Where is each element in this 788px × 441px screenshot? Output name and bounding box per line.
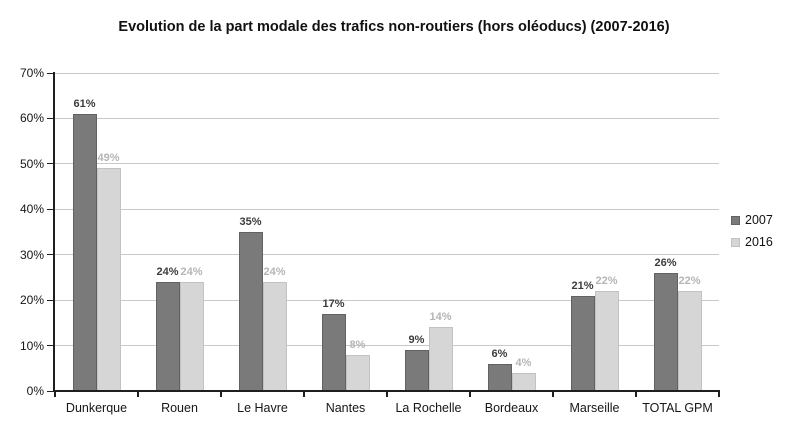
- x-axis-tick: [54, 392, 56, 397]
- y-axis-tick: [47, 72, 53, 74]
- chart-title: Evolution de la part modale des trafics …: [118, 19, 670, 35]
- bar-2016-la-rochelle: [428, 327, 453, 391]
- y-axis-label: 70%: [19, 66, 44, 80]
- y-axis-label: 0%: [26, 384, 44, 398]
- x-axis-label-total-gpm: TOTAL GPM: [642, 401, 713, 415]
- x-axis-label-marseille: Marseille: [569, 401, 620, 415]
- bar-value-label: 8%: [349, 338, 366, 351]
- x-axis-label-bordeaux: Bordeaux: [484, 401, 539, 415]
- legend-swatch-icon: [731, 216, 740, 225]
- bar-2007-le-havre: [238, 232, 263, 391]
- bar-2016-nantes: [345, 354, 370, 391]
- bar-2016-rouen: [179, 281, 204, 391]
- legend-item-2016: 2016: [731, 235, 773, 250]
- x-axis-tick: [635, 392, 637, 397]
- y-axis-label: 50%: [19, 156, 44, 171]
- x-axis-label-dunkerque: Dunkerque: [65, 401, 128, 415]
- gridline: [55, 72, 719, 74]
- gridline: [55, 117, 719, 119]
- bar-2007-rouen: [155, 281, 180, 391]
- bar-value-label: 35%: [239, 216, 262, 228]
- bar-value-label: 9%: [408, 334, 425, 347]
- bar-value-label: 24%: [156, 265, 179, 278]
- x-axis-tick: [220, 392, 222, 397]
- x-axis-label-rouen: Rouen: [161, 401, 198, 415]
- bar-2016-dunkerque: [96, 168, 121, 391]
- bar-value-label: 14%: [429, 311, 452, 324]
- y-axis-tick: [47, 345, 53, 347]
- x-axis-tick: [303, 392, 305, 397]
- legend-label: 2016: [745, 235, 773, 249]
- y-axis-tick: [47, 254, 53, 256]
- bar-2007-bordeaux: [487, 363, 512, 391]
- x-axis-tick: [552, 392, 554, 397]
- bar-value-label: 17%: [322, 297, 345, 310]
- y-axis-tick: [47, 208, 53, 210]
- x-axis-label-nantes: Nantes: [325, 401, 366, 415]
- gridline: [55, 345, 719, 347]
- y-axis-tick: [47, 163, 53, 165]
- bar-value-label: 21%: [571, 279, 594, 292]
- bar-value-label: 49%: [97, 152, 120, 165]
- x-axis-tick: [718, 392, 720, 397]
- x-axis-tick: [469, 392, 471, 397]
- y-axis-label: 60%: [19, 111, 44, 126]
- x-axis-line: [53, 390, 720, 392]
- bar-value-label: 6%: [491, 347, 508, 360]
- y-axis-label: 10%: [19, 338, 44, 353]
- y-axis-tick: [47, 299, 53, 301]
- gridline: [55, 208, 719, 210]
- bar-value-label: 26%: [654, 256, 677, 269]
- bar-2007-nantes: [321, 313, 346, 391]
- y-axis-label: 40%: [19, 202, 44, 217]
- legend-label: 2007: [745, 213, 773, 227]
- bar-2007-marseille: [570, 295, 595, 391]
- x-axis-label-le-havre: Le Havre: [237, 401, 288, 415]
- bar-2016-le-havre: [262, 281, 287, 391]
- bar-2007-dunkerque: [72, 113, 97, 391]
- bar-value-label: 61%: [73, 97, 96, 110]
- y-axis-tick: [47, 390, 53, 392]
- bar-value-label: 4%: [515, 356, 532, 369]
- y-axis-line: [53, 72, 55, 392]
- legend: 2007 2016: [731, 213, 773, 257]
- bar-2016-bordeaux: [511, 372, 536, 391]
- y-axis-label: 20%: [19, 293, 44, 308]
- legend-swatch-icon: [731, 238, 740, 247]
- x-axis-tick: [386, 392, 388, 397]
- bar-value-label: 22%: [678, 275, 701, 288]
- gridline: [55, 299, 719, 301]
- gridline: [55, 163, 719, 165]
- x-axis-tick: [137, 392, 139, 397]
- x-axis-label-la-rochelle: La Rochelle: [395, 401, 462, 415]
- bar-value-label: 22%: [595, 275, 618, 288]
- gridline: [55, 254, 719, 256]
- legend-item-2007: 2007: [731, 213, 773, 228]
- bar-value-label: 24%: [263, 265, 286, 278]
- bar-2016-marseille: [594, 291, 619, 391]
- y-axis-label: 30%: [19, 247, 44, 262]
- bar-2016-total-gpm: [677, 291, 702, 391]
- bar-2007-la-rochelle: [404, 350, 429, 391]
- y-axis-tick: [47, 117, 53, 119]
- bar-value-label: 24%: [180, 265, 203, 278]
- bar-2007-total-gpm: [653, 272, 678, 391]
